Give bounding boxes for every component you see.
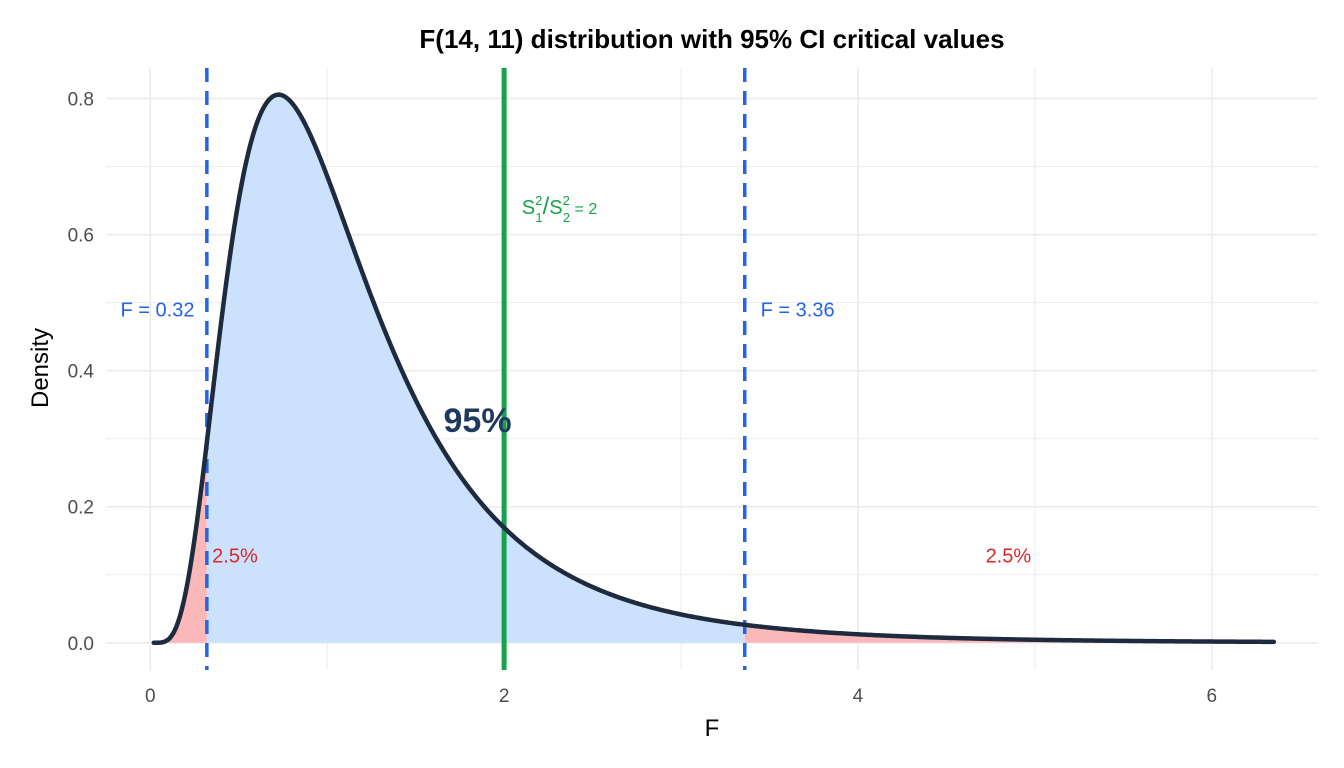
y-tick-label-4: 0.8 [68, 90, 94, 111]
observed-ratio-label: S2 1/S2 2 = 2 [522, 193, 598, 225]
y-tick-label-1: 0.2 [68, 498, 94, 519]
y-tick-label-0: 0.0 [68, 634, 94, 655]
y-tick-label-2: 0.4 [68, 362, 95, 383]
ratio-equals: = 2 [570, 201, 597, 218]
central-area [206, 94, 745, 643]
upper-critical-label: F = 3.36 [761, 299, 835, 321]
annotations: F = 0.32 F = 3.36 95% 2.5% 2.5% S2 1/S2 2 … [121, 193, 1032, 567]
density-curve [151, 92, 1277, 646]
right-tail-area [744, 624, 1274, 643]
right-tail-percent-label: 2.5% [986, 546, 1032, 568]
x-tick-label-2: 4 [853, 686, 864, 707]
ratio-prefix: S [522, 197, 535, 219]
chart-title: F(14, 11) distribution with 95% CI criti… [419, 24, 1004, 54]
left-tail-area [153, 442, 207, 643]
x-tick-label-0: 0 [145, 686, 156, 707]
density-curve-layer [151, 92, 1277, 646]
ratio-slash: / [543, 193, 550, 220]
y-axis-title: Density [27, 328, 54, 408]
x-axis-title: F [705, 715, 720, 742]
lower-critical-label: F = 0.32 [121, 299, 195, 321]
ratio-prefix-2: S [549, 197, 562, 219]
reference-lines [205, 68, 747, 670]
ratio-sub-2: 2 [563, 210, 570, 225]
ratio-sup-2: 2 [563, 193, 570, 208]
y-tick-label-3: 0.6 [68, 226, 94, 247]
ratio-sup-1: 2 [535, 193, 542, 208]
ratio-sub-1: 1 [535, 210, 542, 225]
x-tick-label-1: 2 [499, 686, 510, 707]
center-percent-label: 95% [444, 402, 512, 440]
axis-ticks: 0 2 4 6 0.0 0.2 0.4 0.6 0.8 [68, 90, 1218, 707]
area-fills [153, 94, 1274, 643]
x-tick-label-3: 6 [1207, 686, 1218, 707]
left-tail-percent-label: 2.5% [212, 546, 258, 568]
